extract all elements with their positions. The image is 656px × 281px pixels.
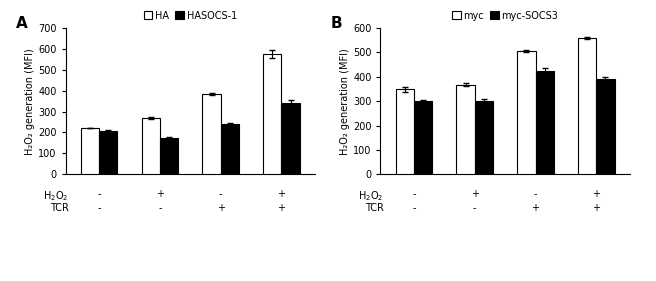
Text: -: - [158,203,161,214]
Text: -: - [412,203,416,214]
Bar [578,38,596,174]
Text: -: - [97,203,101,214]
Bar [596,79,615,174]
Text: +: + [471,189,479,199]
Bar [160,138,178,174]
Text: -: - [534,189,537,199]
Text: B: B [331,16,342,31]
Bar [281,103,300,174]
Bar [414,101,432,174]
Text: A: A [16,16,28,31]
Text: +: + [156,189,164,199]
Y-axis label: H₂O₂ generation (MFI): H₂O₂ generation (MFI) [340,48,350,155]
Text: TCR: TCR [50,203,69,214]
Bar [263,54,281,174]
Text: H$_2$O$_2$: H$_2$O$_2$ [43,189,69,203]
Text: +: + [277,189,285,199]
Bar [518,51,535,174]
Bar [220,124,239,174]
Legend: HA, HASOCS-1: HA, HASOCS-1 [140,7,241,24]
Y-axis label: H₂O₂ generation (MFI): H₂O₂ generation (MFI) [26,48,35,155]
Text: +: + [592,203,600,214]
Bar [203,94,220,174]
Text: -: - [97,189,101,199]
Legend: myc, myc-SOCS3: myc, myc-SOCS3 [448,7,562,24]
Text: +: + [216,203,224,214]
Text: +: + [531,203,539,214]
Text: -: - [473,203,476,214]
Text: TCR: TCR [365,203,384,214]
Bar [81,128,99,174]
Bar [457,85,475,174]
Bar [535,71,554,174]
Bar [396,89,414,174]
Text: H$_2$O$_2$: H$_2$O$_2$ [358,189,384,203]
Text: -: - [219,189,222,199]
Text: +: + [277,203,285,214]
Text: -: - [412,189,416,199]
Bar [99,132,117,174]
Bar [142,118,160,174]
Text: +: + [592,189,600,199]
Bar [475,101,493,174]
